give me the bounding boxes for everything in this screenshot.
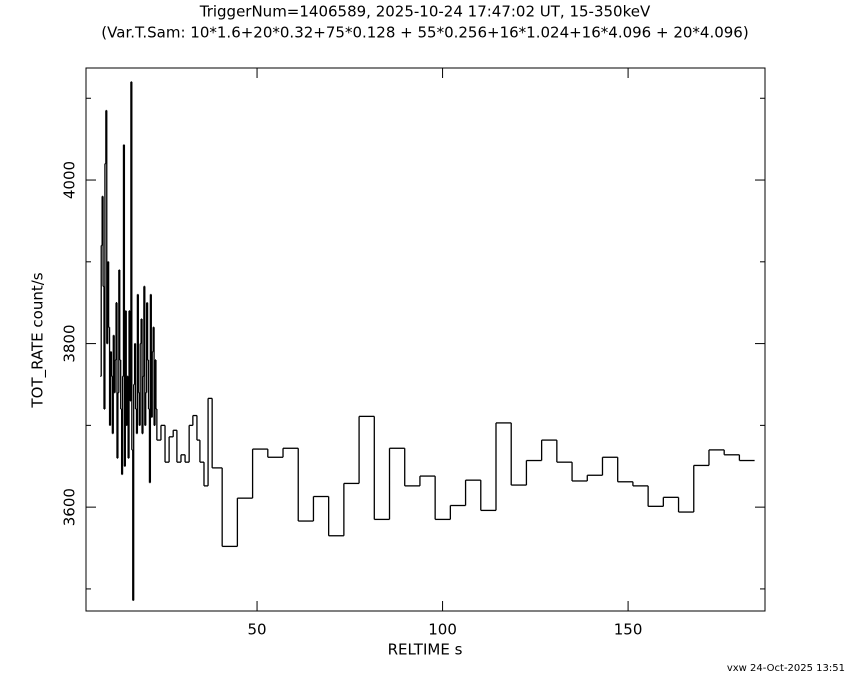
chart-subtitle: (Var.T.Sam: 10*1.6+20*0.32+75*0.128 + 55… <box>101 24 748 42</box>
chart-title: TriggerNum=1406589, 2025-10-24 17:47:02 … <box>199 3 651 21</box>
plot-frame <box>85 67 766 612</box>
x-tick-label: 50 <box>248 621 267 639</box>
footer: vxw 24-Oct-2025 13:51 <box>727 663 845 674</box>
y-tick-label: 3800 <box>61 324 79 362</box>
y-tick-label: 4000 <box>61 161 79 199</box>
y-tick-label: 3600 <box>61 488 79 526</box>
step-riser <box>100 81 741 601</box>
x-tick-label: 150 <box>614 621 643 639</box>
x-tick-label: 100 <box>428 621 457 639</box>
x-axis-label: RELTIME s <box>388 641 463 659</box>
y-axis-label: TOT_RATE count/s <box>29 272 48 408</box>
